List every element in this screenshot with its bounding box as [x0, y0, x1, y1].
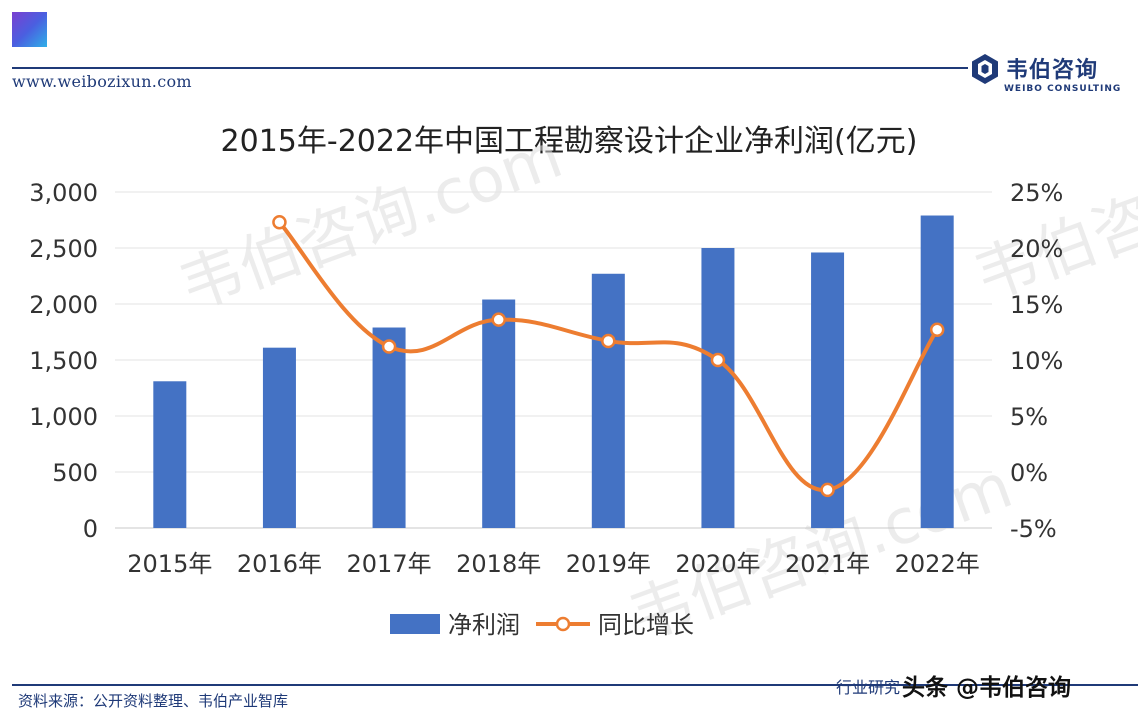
growth-point: [929, 322, 945, 338]
x-tick-label: 2017年: [347, 550, 432, 578]
growth-point: [601, 333, 616, 349]
growth-point: [491, 312, 506, 327]
toutiao-credit: 头条 @韦伯咨询: [902, 675, 1072, 701]
watermark-text: 韦伯咨询.com: [170, 119, 571, 324]
chart-title: 2015年-2022年中国工程勘察设计企业净利润(亿元): [220, 124, 918, 159]
bar-2021年: [811, 252, 845, 529]
brand-name: 韦伯咨询: [1006, 58, 1099, 83]
bar-2018年: [482, 299, 516, 528]
site-url: www.weibozixun.com: [12, 72, 192, 91]
corner-logo-square: [12, 12, 47, 47]
growth-point: [381, 339, 397, 354]
footer-rule: [12, 684, 1138, 686]
y-left-tick-label: 3,000: [29, 179, 98, 207]
y-right-tick-label: 15%: [1010, 291, 1063, 319]
watermark-text: 韦伯咨询.com: [965, 109, 1138, 314]
y-left-tick-label: 500: [52, 459, 98, 487]
y-right-tick-label: 25%: [1010, 179, 1063, 207]
y-right-tick-label: 20%: [1010, 235, 1063, 263]
legend-label: 同比增长: [598, 611, 694, 639]
legend-swatch-bar: [390, 614, 440, 634]
footer-right-text: 行业研究: [836, 678, 901, 697]
x-tick-label: 2022年: [895, 550, 980, 578]
growth-point: [710, 352, 726, 368]
bar-2016年: [262, 347, 296, 528]
y-left-tick-label: 1,500: [29, 347, 98, 375]
y-right-tick-label: 0%: [1010, 459, 1048, 487]
bar-2020年: [701, 248, 735, 528]
y-left-tick-label: 1,000: [29, 403, 98, 431]
bar-2015年: [153, 381, 187, 528]
x-tick-label: 2016年: [237, 550, 322, 578]
bar-2017年: [372, 327, 406, 528]
y-right-tick-label: -5%: [1010, 515, 1057, 543]
brand-logo-icon: [972, 54, 998, 84]
bar-2019年: [591, 273, 625, 528]
footer-source: 资料来源：公开资料整理、韦伯产业智库: [18, 692, 289, 710]
y-left-tick-label: 2,500: [29, 235, 98, 263]
y-left-tick-label: 2,000: [29, 291, 98, 319]
brand-subtitle: WEIBO CONSULTING: [1004, 84, 1122, 94]
bar-2022年: [920, 215, 954, 528]
x-tick-label: 2020年: [675, 550, 760, 578]
legend-swatch-marker: [555, 616, 571, 632]
y-right-tick-label: 10%: [1010, 347, 1063, 375]
x-tick-label: 2015年: [127, 550, 212, 578]
x-tick-label: 2021年: [785, 550, 870, 578]
x-tick-label: 2018年: [456, 550, 541, 578]
y-left-tick-label: 0: [83, 515, 98, 543]
growth-point: [272, 214, 287, 230]
x-tick-label: 2019年: [566, 550, 651, 578]
header-rule: [12, 67, 968, 69]
legend-label: 净利润: [448, 611, 520, 639]
growth-point: [820, 482, 835, 498]
y-right-tick-label: 5%: [1010, 403, 1048, 431]
